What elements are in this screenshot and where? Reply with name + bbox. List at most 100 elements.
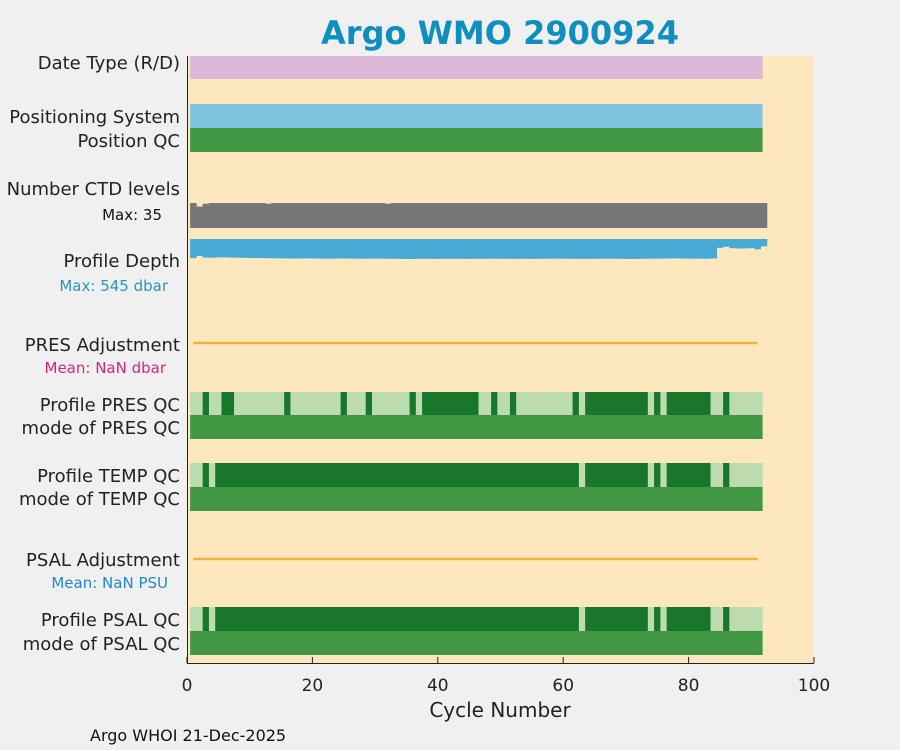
ctd-level-bar — [378, 203, 385, 228]
ctd-level-bar — [534, 203, 542, 228]
ctd-level-bar — [603, 203, 611, 228]
profile-depth-bar — [522, 239, 530, 259]
ctd-level-bar — [760, 203, 768, 228]
ctd-level-bar — [284, 203, 291, 228]
ctd-level-bar — [635, 203, 642, 228]
ctd-level-bar — [240, 203, 247, 228]
profile-depth-bar — [572, 239, 580, 259]
profile-depth-bar — [334, 239, 341, 259]
profile-depth-bar — [221, 239, 229, 258]
ctd-level-bar — [654, 203, 661, 228]
ctd-level-bar — [591, 203, 598, 228]
profile-depth-bar — [560, 239, 567, 259]
ylabel-pres-adjustment: PRES Adjustment — [25, 335, 180, 356]
ctd-level-bar — [472, 203, 479, 228]
profile-depth-bar — [328, 239, 335, 259]
ctd-level-bar — [610, 203, 617, 228]
ylabel-mode-psal-qc: mode of PSAL QC — [23, 634, 180, 655]
profile-pres-qc-good-segment — [491, 392, 498, 415]
profile-depth-bar — [748, 239, 755, 249]
profile-depth-bar — [271, 239, 279, 259]
profile-temp-qc-good-segment — [202, 463, 209, 487]
profile-depth-bar — [585, 239, 592, 259]
ctd-level-bar — [553, 203, 561, 228]
profile-depth-bar — [553, 239, 561, 259]
profile-depth-bar — [691, 239, 699, 259]
profile-psal-qc-good-segment — [654, 607, 661, 631]
profile-depth-bar — [660, 239, 667, 259]
ctd-level-bar — [679, 203, 686, 228]
profile-depth-bar — [384, 239, 392, 259]
x-tick-label: 20 — [302, 676, 324, 696]
ctd-level-bar — [741, 203, 749, 228]
profile-depth-bar — [252, 239, 260, 259]
profile-pres-qc-good-segment — [509, 392, 517, 415]
profile-depth-bar — [246, 239, 254, 258]
profile-pres-qc-good-segment — [409, 392, 416, 415]
profile-psal-qc-good-segment — [666, 607, 711, 631]
ctd-level-bar — [234, 203, 241, 228]
ctd-level-bar — [547, 203, 555, 228]
ctd-level-bar — [572, 203, 580, 228]
profile-depth-bar — [491, 239, 498, 259]
ctd-level-bar — [447, 203, 454, 228]
ctd-level-bar — [710, 203, 718, 228]
profile-depth-bar — [685, 239, 693, 259]
ctd-level-bar — [541, 203, 548, 228]
ctd-level-bar — [390, 203, 398, 228]
ctd-level-bar — [748, 203, 755, 228]
ctd-level-bar — [359, 203, 366, 228]
ctd-level-bar — [397, 203, 404, 228]
profile-temp-qc-good-segment — [215, 463, 579, 487]
profile-depth-bar — [302, 239, 310, 259]
ctd-level-bar — [723, 203, 730, 228]
psal-mean-stat: Mean: NaN PSU — [51, 574, 168, 592]
ctd-level-bar — [735, 203, 743, 228]
ylabel-ctd-levels: Number CTD levels — [7, 179, 180, 200]
profile-depth-bar — [227, 239, 235, 258]
ctd-level-bar — [277, 203, 285, 228]
ctd-level-bar — [585, 203, 592, 228]
profile-pres-qc-good-segment — [654, 392, 661, 415]
profile-temp-qc-good-segment — [666, 463, 711, 487]
profile-depth-bar — [547, 239, 555, 259]
profile-depth-bar — [541, 239, 548, 259]
profile-depth-bar — [340, 239, 348, 259]
profile-temp-qc-good-segment — [585, 463, 648, 487]
profile-depth-bar — [478, 239, 486, 259]
profile-depth-bar — [234, 239, 241, 258]
profile-psal-qc-good-segment — [215, 607, 579, 631]
ctd-level-bar — [484, 203, 492, 228]
ctd-level-bar — [340, 203, 348, 228]
ctd-level-bar — [716, 203, 724, 228]
profile-depth-bar — [679, 239, 686, 259]
ctd-level-bar — [265, 203, 272, 228]
profile-pres-qc-good-segment — [365, 392, 372, 415]
profile-depth-bar — [723, 239, 730, 247]
profile-depth-bar — [202, 239, 210, 258]
ctd-level-bar — [221, 203, 229, 228]
profile-pres-qc-good-segment — [422, 392, 479, 415]
ctd-level-bar — [246, 203, 254, 228]
profile-depth-bar — [277, 239, 285, 259]
profile-depth-bar — [603, 239, 611, 259]
profile-depth-bar — [754, 239, 762, 250]
ctd-level-bar — [491, 203, 498, 228]
profile-psal-qc-good-segment — [585, 607, 648, 631]
ylabel-profile-depth: Profile Depth — [63, 251, 180, 272]
pres-mean-stat: Mean: NaN dbar — [45, 359, 167, 377]
ctd-level-bar — [321, 203, 329, 228]
ctd-level-bar — [509, 203, 517, 228]
ctd-level-bar — [208, 203, 216, 228]
ctd-level-bar — [497, 203, 504, 228]
ctd-level-bar — [672, 203, 680, 228]
profile-psal-qc-good-segment — [723, 607, 730, 631]
ylabel-date-type: Date Type (R/D) — [38, 53, 180, 74]
ctd-level-bar — [403, 203, 410, 228]
chart-title: Argo WMO 2900924 — [321, 14, 679, 52]
profile-depth-bar — [409, 239, 417, 259]
ctd-level-bar — [371, 203, 379, 228]
ctd-level-bar — [453, 203, 461, 228]
profile-depth-bar — [497, 239, 504, 259]
